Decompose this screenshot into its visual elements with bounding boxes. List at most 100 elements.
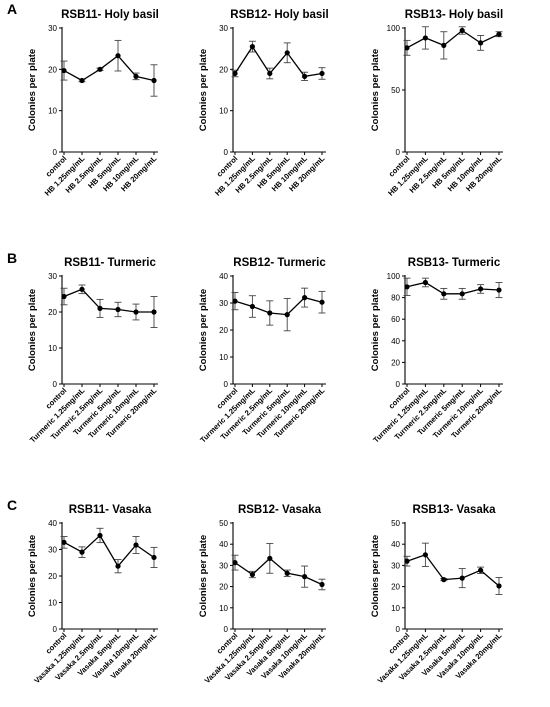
data-point <box>249 44 255 50</box>
y-tick-label: 0 <box>224 625 229 634</box>
data-point <box>232 298 238 304</box>
y-tick-label: 0 <box>224 380 229 389</box>
data-point <box>249 571 255 578</box>
y-tick-label: 40 <box>48 519 57 528</box>
chart-1: RSB11- Holy basil Colonies per plate 0 10 20… <box>27 9 159 198</box>
series-line <box>63 288 154 313</box>
y-tick-label: 30 <box>48 546 57 555</box>
data-point <box>319 581 325 588</box>
chart-title: RSB12- Turmeric <box>233 257 326 269</box>
data-point <box>422 552 428 558</box>
data-point <box>459 575 465 581</box>
data-point <box>441 291 447 297</box>
data-point <box>79 77 85 84</box>
data-point <box>232 560 238 566</box>
data-point <box>151 554 157 561</box>
y-tick-label: 0 <box>396 148 401 157</box>
data-point <box>496 31 502 37</box>
data-point <box>267 310 273 316</box>
data-point <box>478 286 484 292</box>
series-line <box>406 29 500 49</box>
data-point <box>267 70 273 77</box>
y-tick-label: 50 <box>219 519 228 528</box>
chart-title: RSB11- Vasaka <box>69 504 152 516</box>
data-point <box>284 50 290 56</box>
y-tick-label: 0 <box>396 625 401 634</box>
chart-title: RSB12- Holy basil <box>230 9 328 21</box>
data-point <box>249 303 255 310</box>
y-tick-label: 0 <box>53 625 58 634</box>
y-tick-label: 30 <box>219 299 228 308</box>
y-axis-label: Colonies per plate <box>198 49 209 131</box>
data-point <box>441 577 447 583</box>
series-line <box>234 45 323 78</box>
data-point <box>422 35 428 41</box>
data-point <box>404 45 410 51</box>
y-tick-label: 40 <box>391 337 400 346</box>
y-tick-label: 10 <box>48 344 57 353</box>
y-tick-label: 10 <box>219 604 228 613</box>
data-point <box>133 73 139 79</box>
series-line <box>234 296 323 316</box>
data-point <box>441 42 447 48</box>
y-tick-label: 100 <box>387 272 401 281</box>
chart-4: RSB11- Turmeric Colonies per plate 0 10 20 30… <box>27 257 159 445</box>
y-tick-label: 60 <box>391 315 400 324</box>
y-tick-label: 0 <box>396 380 401 389</box>
data-point <box>97 305 103 311</box>
data-point <box>302 73 308 79</box>
y-tick-label: 20 <box>48 572 57 581</box>
y-tick-label: 50 <box>391 519 400 528</box>
y-tick-label: 20 <box>391 358 400 367</box>
y-axis-label: Colonies per plate <box>27 289 38 371</box>
chart-5: RSB12- Turmeric Colonies per plate 0 10 20 30… <box>198 257 327 445</box>
panel-label-c: C <box>7 497 17 513</box>
data-point <box>79 286 85 292</box>
y-axis-label: Colonies per plate <box>27 535 38 617</box>
y-tick-label: 10 <box>391 604 400 613</box>
data-point <box>151 309 157 315</box>
data-point <box>404 558 410 564</box>
y-tick-label: 20 <box>48 65 57 74</box>
chart-8: RSB12- Vasaka Colonies per plate 0 10 20 30 40… <box>198 504 327 685</box>
data-point <box>115 53 121 59</box>
data-point <box>404 284 410 290</box>
y-tick-label: 30 <box>219 561 228 570</box>
y-axis-label: Colonies per plate <box>370 289 381 371</box>
y-tick-label: 10 <box>48 107 57 116</box>
y-tick-label: 100 <box>387 24 401 33</box>
y-tick-label: 30 <box>48 24 57 33</box>
chart-title: RSB13- Turmeric <box>408 257 501 269</box>
chart-title: RSB11- Turmeric <box>64 257 156 269</box>
y-axis-label: Colonies per plate <box>198 289 209 371</box>
y-tick-label: 20 <box>219 583 228 592</box>
y-tick-label: 20 <box>219 65 228 74</box>
y-tick-label: 40 <box>391 540 400 549</box>
data-point <box>97 532 103 539</box>
y-tick-label: 10 <box>48 599 57 608</box>
data-point <box>422 279 428 286</box>
y-tick-label: 20 <box>391 583 400 592</box>
chart-6: RSB13- Turmeric Colonies per plate 0 20 40 60… <box>370 257 504 445</box>
data-point <box>302 574 308 580</box>
data-point <box>61 293 67 300</box>
data-point <box>97 66 103 72</box>
data-point <box>319 70 325 77</box>
series-line <box>63 54 155 82</box>
chart-9: RSB13- Vasaka Colonies per plate 0 10 20 30 40… <box>370 504 504 685</box>
series-line <box>406 281 500 295</box>
data-point <box>133 309 139 315</box>
data-point <box>478 40 484 46</box>
series-line <box>234 557 323 586</box>
data-point <box>133 542 139 548</box>
data-point <box>302 295 308 301</box>
y-tick-label: 30 <box>391 561 400 570</box>
y-tick-label: 40 <box>219 272 228 281</box>
chart-7: RSB11- Vasaka Colonies per plate 0 10 20 30 40… <box>27 504 159 685</box>
panel-label-a: A <box>7 1 17 17</box>
chart-title: RSB13- Holy basil <box>405 9 503 21</box>
data-point <box>115 306 121 313</box>
data-point <box>267 555 273 562</box>
data-point <box>459 27 465 34</box>
